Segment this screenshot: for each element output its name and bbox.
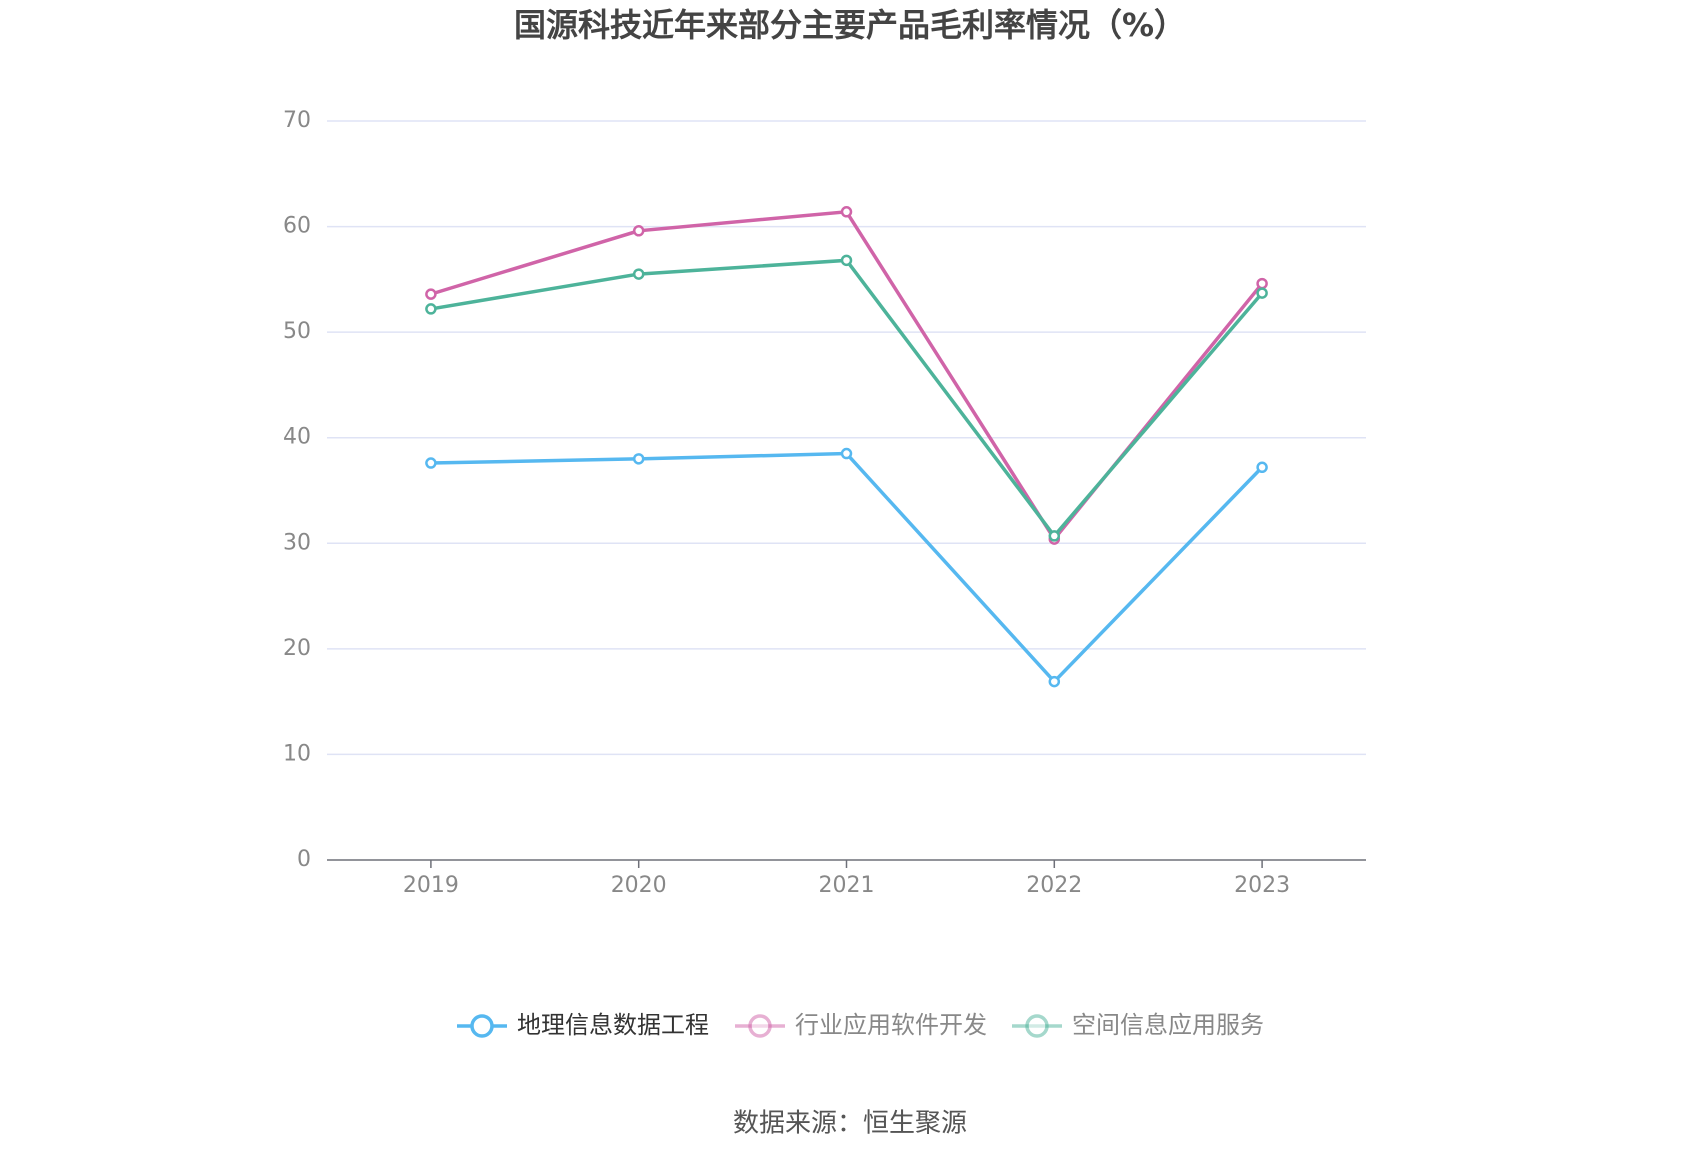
- data-point: [425, 303, 437, 315]
- chart-title: 国源科技近年来部分主要产品毛利率情况（%）: [514, 6, 1186, 44]
- legend-label: 行业应用软件开发: [795, 1011, 987, 1039]
- data-point: [1048, 675, 1061, 688]
- data-point: [632, 225, 645, 237]
- data-point: [840, 447, 853, 460]
- y-tick-label: 40: [283, 425, 311, 450]
- data-point: [632, 453, 645, 465]
- x-tick-label: 2020: [611, 873, 667, 898]
- x-tick-label: 2019: [403, 873, 459, 898]
- x-tick-label: 2022: [1026, 873, 1082, 898]
- x-tick-label: 2021: [819, 873, 875, 898]
- legend-marker: [748, 1014, 772, 1038]
- legend-marker: [1025, 1014, 1049, 1038]
- legend-marker: [470, 1014, 494, 1038]
- data-point: [1256, 277, 1268, 290]
- y-tick-label: 30: [283, 530, 311, 555]
- data-point: [1256, 287, 1268, 299]
- series-line: [430, 451, 1264, 685]
- data-point: [840, 206, 853, 218]
- data-point: [425, 457, 437, 469]
- data-point: [1048, 530, 1061, 542]
- data-point: [1256, 461, 1268, 474]
- y-tick-label: 10: [283, 741, 311, 766]
- source-note: 数据来源：恒生聚源: [733, 1109, 967, 1139]
- y-tick-label: 70: [283, 108, 311, 133]
- series-line: [430, 258, 1264, 539]
- y-tick-label: 0: [297, 847, 311, 872]
- legend-label: 地理信息数据工程: [517, 1011, 709, 1039]
- y-tick-label: 60: [283, 214, 311, 239]
- data-point: [632, 268, 645, 280]
- legend-label: 空间信息应用服务: [1072, 1011, 1264, 1039]
- data-point: [425, 288, 437, 300]
- y-tick-label: 20: [283, 636, 311, 661]
- x-tick-label: 2023: [1234, 873, 1290, 898]
- y-tick-label: 50: [283, 319, 311, 344]
- data-point: [840, 254, 853, 267]
